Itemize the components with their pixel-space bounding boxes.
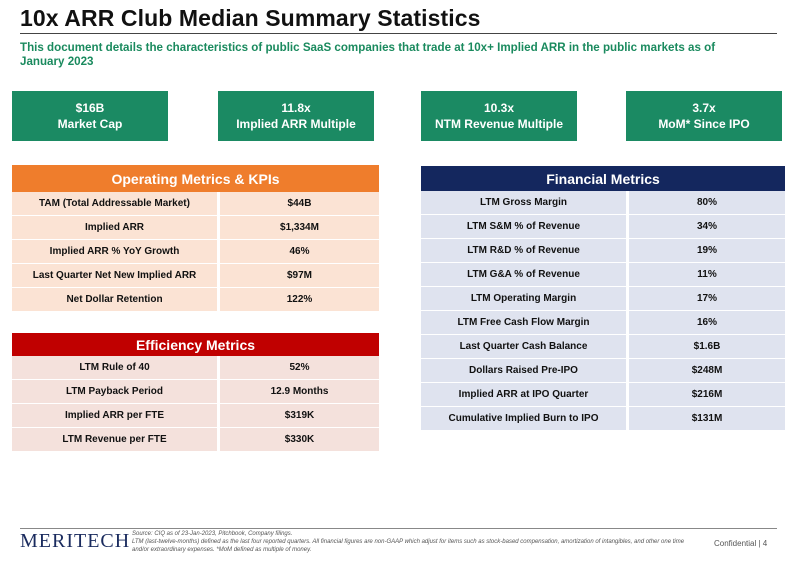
table-row: TAM (Total Addressable Market) $44B [12,192,379,216]
table-row: Dollars Raised Pre-IPO $248M [421,359,785,383]
row-label: Implied ARR % YoY Growth [49,246,180,257]
kpi-market-cap: $16B Market Cap [12,91,168,141]
kpi-ntm-revenue-multiple: 10.3x NTM Revenue Multiple [421,91,577,141]
row-value: $1.6B [693,341,721,352]
row-label: Last Quarter Cash Balance [459,341,588,352]
row-value: 11% [697,269,717,280]
row-label: Last Quarter Net New Implied ARR [32,270,197,281]
row-value: $330K [284,434,315,445]
table-row: Last Quarter Net New Implied ARR $97M [12,264,379,288]
kpi-implied-arr-multiple: 11.8x Implied ARR Multiple [218,91,374,141]
row-value: $319K [284,410,315,421]
table-row: Cumulative Implied Burn to IPO $131M [421,407,785,431]
row-label: LTM G&A % of Revenue [467,269,580,280]
kpi-label: Implied ARR Multiple [236,117,356,131]
row-label: LTM Operating Margin [470,293,577,304]
row-value: 122% [286,294,313,305]
table-row: LTM Payback Period 12.9 Months [12,380,379,404]
row-label: LTM S&M % of Revenue [466,221,581,232]
kpi-value: $16B [75,101,105,115]
row-label: LTM Revenue per FTE [62,434,167,445]
row-value: 16% [696,317,717,328]
financial-metrics-table: Financial Metrics LTM Gross Margin 80% L… [421,166,785,431]
kpi-label: Market Cap [57,117,123,131]
row-label: LTM Payback Period [65,386,164,397]
row-label: Implied ARR at IPO Quarter [458,389,589,400]
footer-divider [20,528,777,529]
efficiency-metrics-header: Efficiency Metrics [12,333,379,356]
kpi-label: NTM Revenue Multiple [434,117,563,131]
row-value: 34% [696,221,717,232]
table-row: Last Quarter Cash Balance $1.6B [421,335,785,359]
table-row: LTM S&M % of Revenue 34% [421,215,785,239]
row-value: $216M [691,389,723,400]
row-label: TAM (Total Addressable Market) [39,198,190,209]
definition-note: LTM (last-twelve-months) defined as the … [132,539,685,553]
table-row: Implied ARR $1,334M [12,216,379,240]
source-note: Source: CIQ as of 23-Jan-2023, Pitchbook… [132,530,702,554]
row-value: 52% [289,362,310,373]
table-row: LTM Rule of 40 52% [12,356,379,380]
row-label: Implied ARR per FTE [64,410,165,421]
page-title: 10x ARR Club Median Summary Statistics [20,5,481,31]
row-label: Net Dollar Retention [66,294,163,305]
kpi-value: 10.3x [483,101,515,115]
table-row: Implied ARR % YoY Growth 46% [12,240,379,264]
page-subtitle: This document details the characteristic… [20,41,716,68]
kpi-value: 3.7x [692,101,716,115]
meritech-logo: MERITECH [20,530,131,552]
row-value: $97M [286,270,312,281]
row-value: 80% [696,197,717,208]
table-row: LTM G&A % of Revenue 11% [421,263,785,287]
kpi-value: 11.8x [281,101,311,115]
financial-metrics-header: Financial Metrics [421,166,785,191]
table-row: Implied ARR per FTE $319K [12,404,379,428]
row-label: LTM Free Cash Flow Margin [457,317,590,328]
row-value: $131M [691,413,723,424]
row-label: Dollars Raised Pre-IPO [469,365,578,376]
title-divider [20,33,777,34]
kpi-mom-since-ipo: 3.7x MoM* Since IPO [626,91,782,141]
row-value: $1,334M [280,222,319,233]
row-label: Cumulative Implied Burn to IPO [448,413,599,424]
table-row: LTM R&D % of Revenue 19% [421,239,785,263]
kpi-label: MoM* Since IPO [658,117,750,131]
row-label: LTM Gross Margin [479,197,568,208]
row-value: 12.9 Months [270,386,329,397]
confidential-page-number: Confidential | 4 [714,539,768,548]
table-row: Implied ARR at IPO Quarter $216M [421,383,785,407]
row-label: Implied ARR [84,222,145,233]
row-value: $248M [691,365,723,376]
table-row: LTM Free Cash Flow Margin 16% [421,311,785,335]
operating-metrics-header: Operating Metrics & KPIs [12,165,379,192]
table-row: LTM Operating Margin 17% [421,287,785,311]
table-row: LTM Gross Margin 80% [421,191,785,215]
operating-metrics-table: Operating Metrics & KPIs TAM (Total Addr… [12,165,379,312]
efficiency-metrics-table: Efficiency Metrics LTM Rule of 40 52% LT… [12,333,379,452]
row-value: 19% [696,245,717,256]
table-row: Net Dollar Retention 122% [12,288,379,312]
row-label: LTM Rule of 40 [79,362,150,373]
row-label: LTM R&D % of Revenue [467,245,580,256]
source-line: Source: CIQ as of 23-Jan-2023, Pitchbook… [132,531,293,537]
row-value: $44B [287,198,312,209]
row-value: 17% [696,293,717,304]
row-value: 46% [289,246,310,257]
table-row: LTM Revenue per FTE $330K [12,428,379,452]
